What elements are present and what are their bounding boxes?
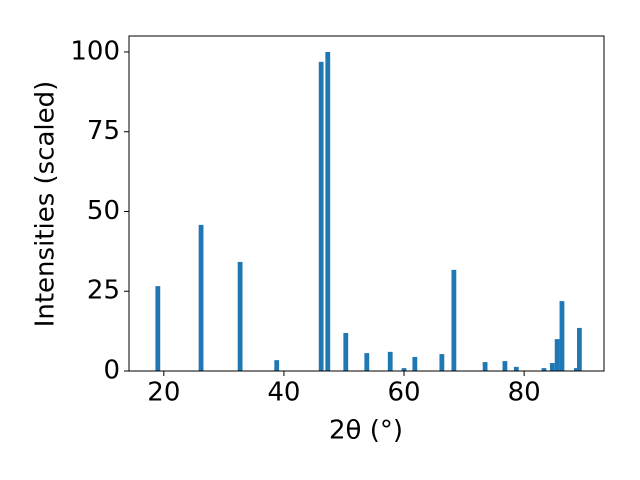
bar [482, 362, 488, 371]
bar [318, 61, 324, 371]
x-tick-label: 40 [267, 378, 300, 408]
bar [325, 51, 331, 371]
bar [198, 224, 204, 371]
bar [343, 333, 349, 371]
bar [559, 301, 565, 371]
bar [401, 368, 407, 371]
x-tick-label: 80 [508, 378, 541, 408]
bar [237, 261, 243, 371]
bar [502, 361, 508, 371]
bar [439, 354, 445, 371]
bar [576, 327, 582, 371]
bar [573, 368, 579, 371]
y-tick-label: 100 [70, 36, 120, 66]
y-tick-label: 75 [87, 116, 120, 146]
plot-frame [128, 35, 605, 372]
bar [412, 356, 418, 371]
x-tick-label: 60 [387, 378, 420, 408]
bar [554, 339, 560, 371]
x-axis-label: 2θ (°) [329, 416, 403, 446]
bar [451, 269, 457, 371]
y-tick-label: 50 [87, 196, 120, 226]
y-tick-label: 0 [103, 356, 120, 386]
bar [549, 363, 555, 371]
y-axis-label: Intensities (scaled) [31, 81, 61, 328]
bar [541, 368, 547, 371]
bar [364, 353, 370, 371]
bar [155, 286, 161, 371]
bar [513, 366, 519, 371]
x-tick-label: 20 [147, 378, 180, 408]
bar [274, 360, 280, 371]
bar [387, 351, 393, 371]
y-tick-label: 25 [87, 276, 120, 306]
